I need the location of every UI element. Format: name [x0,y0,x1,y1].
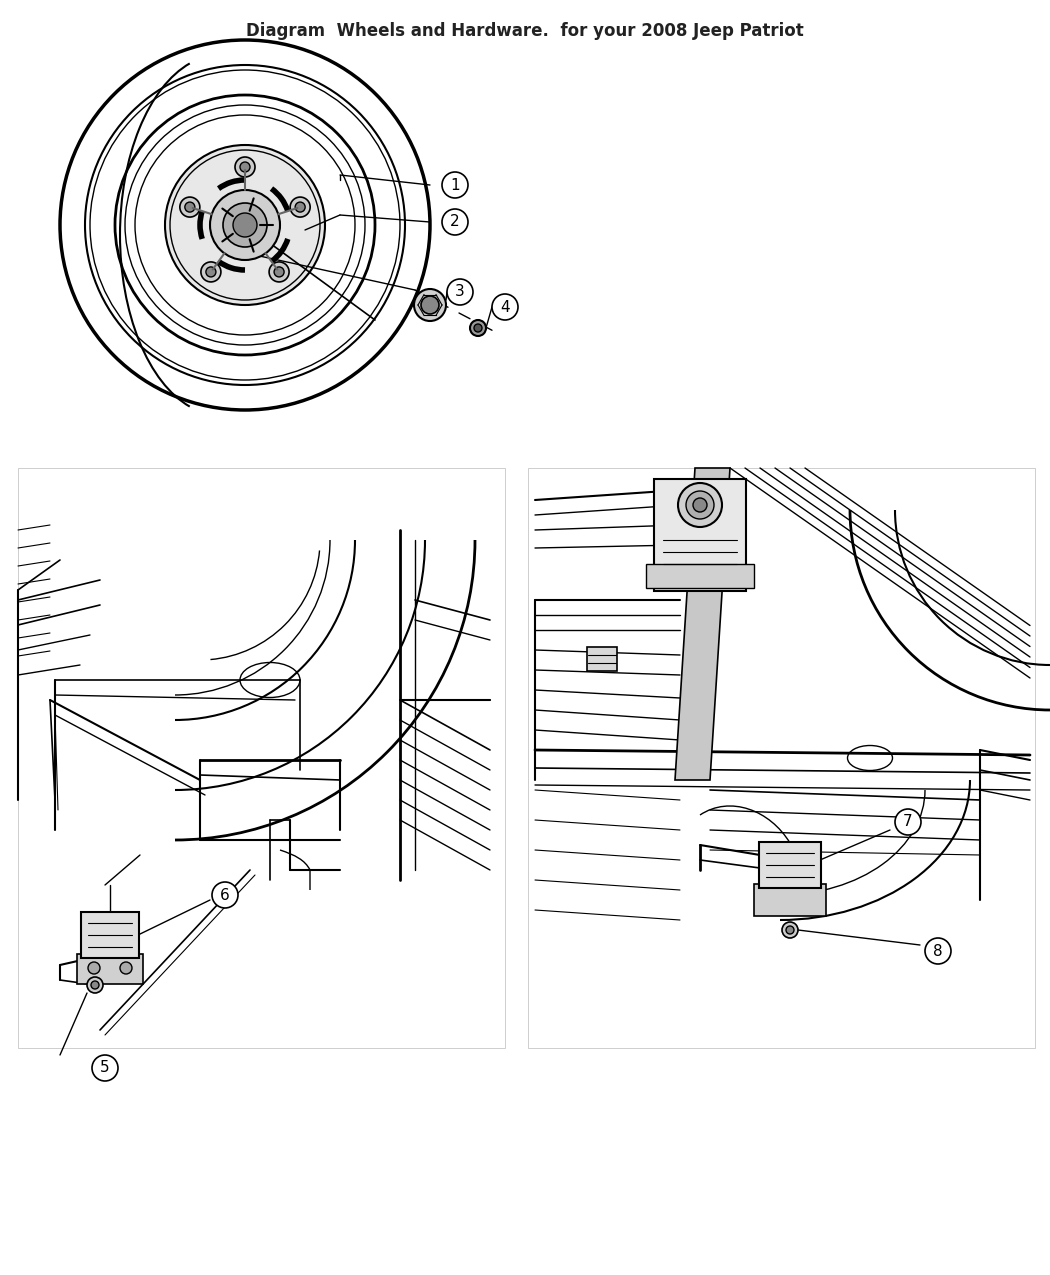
Circle shape [414,289,446,321]
Circle shape [295,201,306,212]
FancyBboxPatch shape [587,646,617,671]
FancyBboxPatch shape [646,564,754,588]
Circle shape [87,977,103,993]
Circle shape [474,324,482,332]
Circle shape [185,201,195,212]
Circle shape [210,190,280,260]
Circle shape [88,963,100,974]
FancyBboxPatch shape [81,912,139,958]
Circle shape [447,279,473,305]
Text: Diagram  Wheels and Hardware.  for your 2008 Jeep Patriot: Diagram Wheels and Hardware. for your 20… [246,22,804,40]
Text: 7: 7 [903,815,912,830]
Circle shape [290,198,310,217]
Circle shape [421,296,439,314]
Text: 6: 6 [220,887,230,903]
Circle shape [223,203,267,247]
Circle shape [492,295,518,320]
Text: 4: 4 [500,300,510,315]
Circle shape [206,266,216,277]
FancyBboxPatch shape [654,479,746,592]
Circle shape [92,1054,118,1081]
Text: 2: 2 [450,214,460,230]
Circle shape [442,172,468,198]
Circle shape [895,810,921,835]
Circle shape [120,963,132,974]
Circle shape [212,882,238,908]
FancyBboxPatch shape [759,842,821,887]
Circle shape [925,938,951,964]
Text: 1: 1 [450,177,460,193]
Circle shape [235,157,255,177]
Circle shape [786,926,794,935]
Circle shape [442,209,468,235]
FancyBboxPatch shape [528,468,1035,1048]
Circle shape [686,491,714,519]
FancyBboxPatch shape [77,954,143,984]
Circle shape [274,266,285,277]
Circle shape [678,483,722,527]
Circle shape [269,261,289,282]
Circle shape [91,980,99,989]
Circle shape [165,145,326,305]
Text: 3: 3 [455,284,465,300]
Circle shape [782,922,798,938]
Circle shape [201,261,220,282]
Polygon shape [675,468,730,780]
Circle shape [233,213,257,237]
Circle shape [240,162,250,172]
FancyBboxPatch shape [18,468,505,1048]
Text: 8: 8 [933,944,943,959]
Text: 5: 5 [100,1061,110,1076]
Circle shape [693,499,707,513]
Circle shape [180,198,200,217]
Circle shape [90,70,400,380]
FancyBboxPatch shape [754,884,826,915]
Circle shape [470,320,486,337]
